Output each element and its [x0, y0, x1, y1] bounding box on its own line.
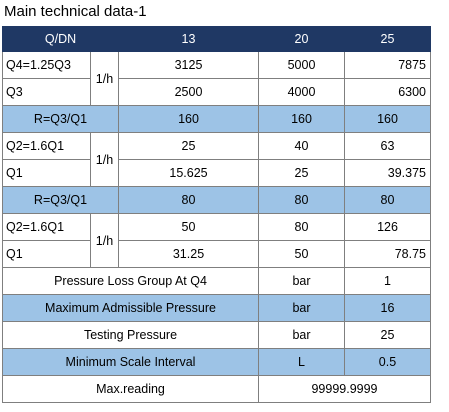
value-cell: 80	[258, 186, 345, 214]
spec-value: 0.5	[344, 348, 431, 376]
page-title: Main technical data-1	[4, 3, 147, 20]
value-cell: 80	[118, 186, 259, 214]
row-label: Q1	[2, 240, 91, 268]
spec-row: Pressure Loss Group At Q4 bar 1	[2, 267, 431, 295]
value-cell: 80	[344, 186, 431, 214]
value-cell: 2500	[118, 78, 259, 106]
ratio-label: R=Q3/Q1	[2, 105, 119, 133]
table-row: Q2=1.6Q1 1/h 25 40 63	[2, 132, 431, 187]
max-reading-value: 99999.9999	[258, 375, 431, 403]
table-row: Q4=1.25Q3 1/h 3125 5000 7875	[2, 51, 431, 106]
ratio-label: R=Q3/Q1	[2, 186, 119, 214]
unit-cell: 1/h	[90, 51, 119, 106]
row-label: Q2=1.6Q1	[2, 132, 91, 160]
spec-unit: bar	[258, 321, 345, 349]
spec-label: Minimum Scale Interval	[2, 348, 259, 376]
header-qdn: Q/DN	[2, 26, 119, 52]
value-cell: 5000	[258, 51, 345, 79]
value-cell: 160	[258, 105, 345, 133]
spec-unit: bar	[258, 267, 345, 295]
table-row: Q3 2500 4000 6300	[2, 78, 431, 106]
spec-label: Testing Pressure	[2, 321, 259, 349]
spec-value: 1	[344, 267, 431, 295]
spec-unit: bar	[258, 294, 345, 322]
max-reading-row: Max.reading 99999.9999	[2, 375, 431, 403]
spec-row: Testing Pressure bar 25	[2, 321, 431, 349]
row-label: Q2=1.6Q1	[2, 213, 91, 241]
value-cell: 80	[258, 213, 345, 241]
row-label: Q1	[2, 159, 91, 187]
value-cell: 126	[344, 213, 431, 241]
table-row: Q2=1.6Q1 1/h 50 80 126	[2, 213, 431, 268]
value-cell: 25	[118, 132, 259, 160]
technical-data-table: Q/DN 13 20 25 Q4=1.25Q3 1/h 3125 5000 78…	[2, 26, 431, 403]
header-dn-13: 13	[118, 26, 259, 52]
table-header-row: Q/DN 13 20 25	[2, 26, 431, 52]
value-cell: 39.375	[344, 159, 431, 187]
spec-label: Maximum Admissible Pressure	[2, 294, 259, 322]
spec-row: Maximum Admissible Pressure bar 16	[2, 294, 431, 322]
value-cell: 6300	[344, 78, 431, 106]
table-row: Q1 31.25 50 78.75	[2, 240, 431, 268]
unit-cell: 1/h	[90, 213, 119, 268]
value-cell: 160	[118, 105, 259, 133]
header-dn-20: 20	[258, 26, 345, 52]
value-cell: 50	[258, 240, 345, 268]
header-dn-25: 25	[344, 26, 431, 52]
spec-unit: L	[258, 348, 345, 376]
ratio-row: R=Q3/Q1 80 80 80	[2, 186, 431, 214]
spec-row: Minimum Scale Interval L 0.5	[2, 348, 431, 376]
spec-value: 16	[344, 294, 431, 322]
value-cell: 78.75	[344, 240, 431, 268]
spec-value: 25	[344, 321, 431, 349]
max-reading-label: Max.reading	[2, 375, 259, 403]
row-label: Q4=1.25Q3	[2, 51, 91, 79]
unit-cell: 1/h	[90, 132, 119, 187]
value-cell: 50	[118, 213, 259, 241]
ratio-row: R=Q3/Q1 160 160 160	[2, 105, 431, 133]
table-row: Q1 15.625 25 39.375	[2, 159, 431, 187]
row-label: Q3	[2, 78, 91, 106]
value-cell: 4000	[258, 78, 345, 106]
value-cell: 63	[344, 132, 431, 160]
value-cell: 31.25	[118, 240, 259, 268]
value-cell: 160	[344, 105, 431, 133]
value-cell: 7875	[344, 51, 431, 79]
value-cell: 25	[258, 159, 345, 187]
value-cell: 3125	[118, 51, 259, 79]
value-cell: 40	[258, 132, 345, 160]
value-cell: 15.625	[118, 159, 259, 187]
spec-label: Pressure Loss Group At Q4	[2, 267, 259, 295]
